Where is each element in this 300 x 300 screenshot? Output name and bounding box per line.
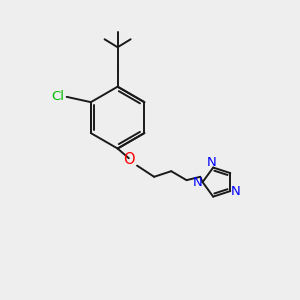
Text: N: N — [206, 156, 216, 169]
Text: N: N — [193, 176, 202, 189]
Text: Cl: Cl — [51, 90, 64, 104]
Text: N: N — [230, 185, 240, 199]
Text: O: O — [123, 152, 135, 167]
